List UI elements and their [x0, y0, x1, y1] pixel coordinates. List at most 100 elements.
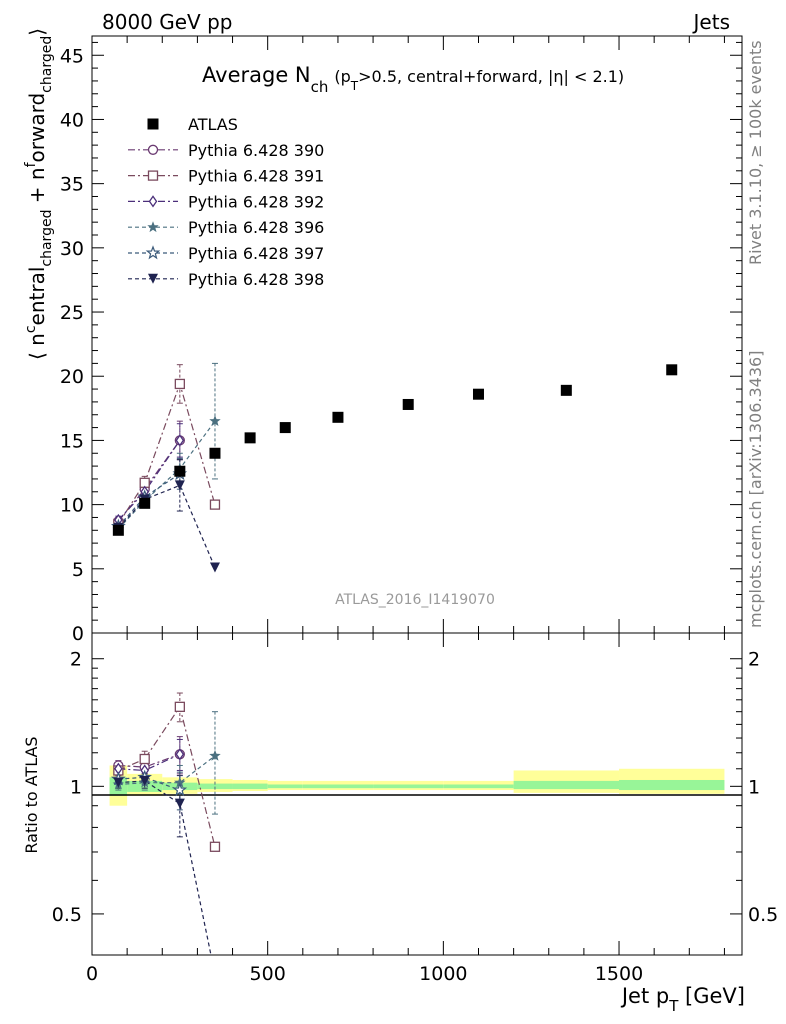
data-point	[139, 775, 150, 786]
data-point	[472, 388, 484, 400]
ratio-series-clip	[110, 692, 221, 955]
y-tick-label: 5	[72, 559, 84, 581]
watermark: ATLAS_2016_I1419070	[335, 592, 495, 608]
data-point	[175, 748, 185, 761]
band-inner	[443, 784, 514, 789]
rivet-label: Rivet 3.1.10, ≥ 100k events	[746, 40, 765, 265]
series-line	[117, 440, 181, 521]
band-inner	[197, 783, 233, 790]
y-tick-label: 0	[72, 623, 84, 645]
legend-label: Pythia 6.428 390	[188, 141, 324, 160]
x-tick-label: 500	[250, 963, 286, 985]
y-tick-label: 45	[60, 45, 84, 67]
y-tick-label: 20	[60, 366, 84, 388]
band-inner	[232, 783, 268, 790]
y-tick-label: 0.5	[52, 904, 82, 926]
legend-label: Pythia 6.428 391	[188, 167, 324, 186]
data-point	[139, 753, 150, 765]
data-point	[244, 432, 256, 444]
title-tail: (p	[334, 67, 350, 86]
y-tick-label: 2	[70, 649, 82, 671]
data-point	[332, 411, 344, 423]
data-point	[279, 422, 291, 434]
main-x-ticks	[91, 36, 725, 633]
legend-marker	[145, 245, 161, 260]
data-point	[209, 841, 221, 852]
header-left: 8000 GeV pp	[102, 10, 233, 34]
legend: ATLAS Pythia 6.428 390 Pythia 6.428 391 Pyt…	[128, 115, 324, 289]
data-point	[209, 749, 221, 761]
legend-item: Pythia 6.428 398	[128, 270, 324, 289]
main-y-axis-label: ⟨ ncentralcharged + nforwardcharged⟩	[23, 28, 55, 360]
ratio-series-layer	[110, 692, 221, 955]
data-point	[113, 777, 124, 788]
band-inner	[619, 779, 725, 791]
series-line	[117, 484, 216, 568]
legend-marker	[147, 170, 159, 181]
data-point	[175, 434, 185, 447]
x-tick-label: 1000	[419, 963, 467, 985]
ratio-panel: 0.5 0.5 1 1 2 2 0 500 1000 1500	[52, 632, 778, 985]
series-line	[118, 755, 216, 786]
data-point	[139, 497, 151, 509]
band-inner	[267, 784, 303, 789]
data-point	[666, 364, 678, 376]
data-point	[174, 480, 185, 491]
title-sub: ch	[311, 78, 329, 96]
data-point	[174, 465, 186, 477]
legend-item: ATLAS	[147, 115, 238, 134]
header-right: Jets	[692, 10, 730, 34]
y-tick-label: 25	[60, 302, 84, 324]
band-inner	[373, 784, 444, 789]
legend-label: Pythia 6.428 397	[188, 244, 324, 263]
y-tick-label: 2	[748, 649, 760, 671]
y-tick-label: 1	[70, 776, 82, 798]
legend-item: Pythia 6.428 391	[128, 167, 324, 186]
series-line	[118, 780, 212, 955]
main-series-layer	[110, 362, 678, 573]
ratio-panel-frame	[91, 632, 743, 956]
y-tick-label: 10	[60, 495, 84, 517]
legend-marker	[148, 195, 158, 208]
y-tick-label: 0.5	[748, 904, 778, 926]
data-point	[402, 398, 414, 410]
ratio-uncertainty-band	[109, 765, 725, 806]
y-tick-label: 30	[60, 238, 84, 260]
legend-label: Pythia 6.428 396	[188, 218, 324, 237]
legend-label: Pythia 6.428 392	[188, 192, 324, 211]
data-point	[172, 782, 188, 797]
ratio-y-axis-label: Ratio to ATLAS	[22, 736, 41, 853]
x-tick-label: 1500	[595, 963, 643, 985]
legend-marker	[147, 144, 159, 155]
main-panel: 0 5 10 15 20 25 30 35 40 45 ATLAS_2016_I1419070	[60, 35, 743, 645]
legend-marker	[148, 273, 158, 284]
data-point	[209, 415, 221, 426]
legend-label: ATLAS	[188, 115, 238, 134]
y-tick-label: 35	[60, 174, 84, 196]
y-tick-label: 40	[60, 109, 84, 131]
legend-label: Pythia 6.428 398	[188, 270, 324, 289]
mcplots-label: mcplots.cern.ch [arXiv:1306.3436]	[746, 351, 765, 628]
svg-text:Average Nch(pT>0.5, central+fo: Average Nch (pT>0.5, central+forward, |η|…	[202, 63, 624, 96]
x-axis-label: Jet pT [GeV]	[620, 984, 745, 1015]
data-point	[174, 798, 185, 809]
ratio-x-ticks: 0 500 1000 1500	[86, 633, 725, 985]
title-tail2: >0.5, central+forward, |η| < 2.1)	[358, 67, 624, 86]
legend-item: Pythia 6.428 392	[128, 192, 324, 211]
data-point	[560, 384, 572, 396]
data-point	[209, 447, 221, 459]
series-line	[118, 705, 216, 847]
band-inner	[302, 784, 374, 789]
data-point	[209, 562, 220, 573]
band-inner	[513, 780, 620, 790]
y-tick-label: 15	[60, 430, 84, 452]
series-line	[117, 420, 216, 530]
legend-item: Pythia 6.428 396	[128, 218, 324, 237]
data-point	[174, 378, 185, 390]
data-point	[112, 524, 124, 536]
title-tail-sub: T	[350, 79, 359, 93]
data-point	[174, 776, 186, 788]
series-line	[118, 776, 181, 791]
ratio-y-ticks: 0.5 0.5 1 1 2 2	[52, 649, 778, 956]
